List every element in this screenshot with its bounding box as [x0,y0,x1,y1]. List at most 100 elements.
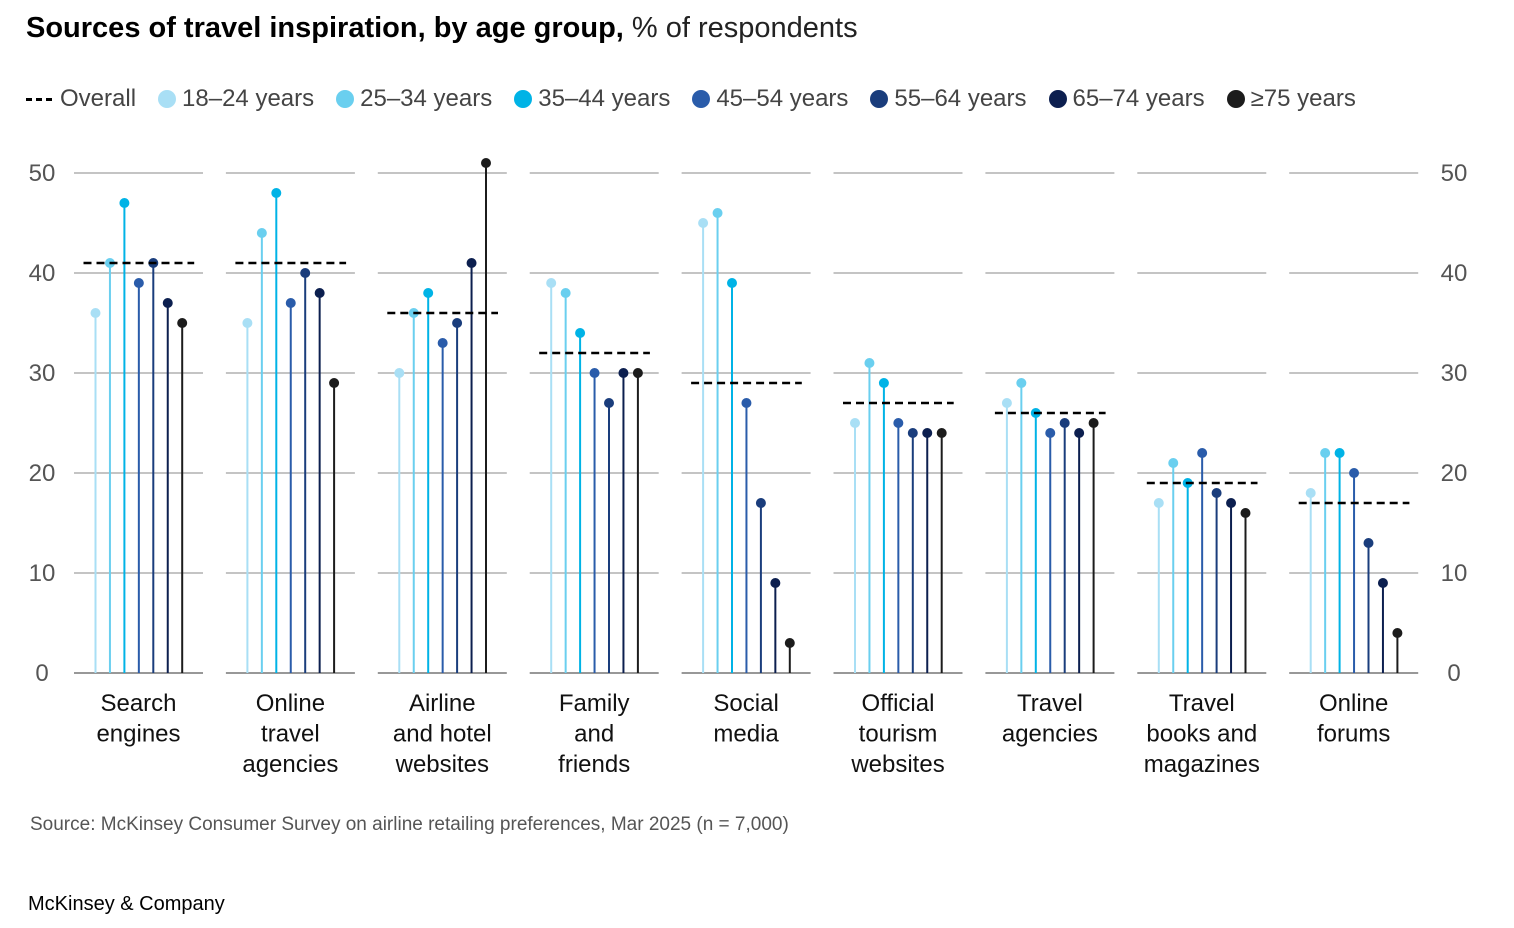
lollipop-point [741,398,752,408]
category-label: Online travel agencies [242,690,338,778]
lollipop-point [1363,538,1374,548]
y-tick-label-right: 10 [1441,560,1468,587]
category-label: Official tourism websites [850,690,944,778]
category-label-line: agencies [1002,721,1098,748]
lollipop-point [1153,498,1164,508]
legend-item-overall: Overall [26,85,136,113]
lollipop-point [300,268,311,278]
lollipop-point [242,318,253,328]
lollipop-point [133,278,144,288]
legend-dot-icon [1048,90,1067,108]
category-label: Travel agencies [1002,690,1098,748]
y-tick-label-right: 20 [1441,460,1468,487]
lollipop-point [394,368,405,378]
legend-dot-icon [870,90,889,108]
lollipop-point [1074,428,1085,438]
legend-label: ≥75 years [1250,85,1356,112]
legend-item-series: 25–34 years [336,85,492,113]
category-label-line: engines [96,721,180,748]
lollipop-point [698,218,709,228]
category-label-line: Family [559,690,630,717]
lollipop-point [119,198,130,208]
source-note: Source: McKinsey Consumer Survey on airl… [30,814,789,835]
y-tick-label-right: 0 [1447,660,1460,687]
lollipop-point [162,298,173,308]
brand-footer: McKinsey & Company [28,893,225,915]
lollipop-point [314,288,325,298]
lollipop-point [755,498,766,508]
lollipop-point [712,208,723,218]
lollipop-point [575,328,586,338]
category-label-line: media [713,721,779,748]
lollipop-point [1088,418,1099,428]
lollipop-point [878,378,889,388]
category-label-line: magazines [1144,751,1260,778]
lollipop-point [1392,628,1403,638]
category-label-line: forums [1317,721,1390,748]
legend-item-series: ≥75 years [1226,85,1356,113]
lollipop-point [1168,458,1179,468]
lollipop-point [727,278,737,288]
lollipop-point [329,378,340,388]
lollipop-point [632,368,643,378]
chart-title-main: Sources of travel inspiration, by age gr… [26,12,624,44]
lollipop-point [177,318,188,328]
legend-item-series: 35–44 years [514,85,670,113]
category-label: Online forums [1317,690,1390,748]
lollipop-point [90,308,101,318]
legend-label: 55–64 years [894,85,1027,112]
lollipop-point [589,368,600,378]
lollipop-point [936,428,947,438]
lollipop-point [452,318,463,328]
lollipop-point [784,638,795,648]
lollipop-point [1226,498,1237,508]
y-tick-label-right: 30 [1441,360,1468,387]
lollipop-point [1349,468,1360,478]
legend-item-series: 55–64 years [870,85,1027,113]
y-tick-label-left: 40 [29,260,56,287]
lollipop-point [546,278,557,288]
lollipop-point [1197,448,1208,458]
legend-item-series: 18–24 years [158,85,314,113]
lollipop-point [437,338,448,348]
legend-dot-icon [514,90,533,108]
category-label-line: Travel [1017,690,1083,717]
lollipop-point [1016,378,1027,388]
category-label: Search engines [96,690,180,748]
category-label-line: and [574,721,614,748]
legend-label: 25–34 years [360,85,493,112]
lollipop-point [604,398,614,408]
category-label: Family and friends [558,690,630,778]
category-label-line: and hotel [393,721,492,748]
lollipop-point [1211,488,1222,498]
category-label-line: Social [713,690,778,717]
lollipop-point [560,288,571,298]
lollipop-point [1045,428,1056,438]
lollipop-point [1377,578,1388,588]
legend-label: 35–44 years [538,85,671,112]
lollipop-chart: 0 0 10 10 20 20 30 30 40 40 50 50 Search engines Onlin… [29,158,1468,778]
category-label-line: Online [1319,690,1388,717]
lollipop-point [271,188,282,198]
lollipop-point [893,418,904,428]
category-label-line: agencies [242,751,338,778]
legend-dash-icon [26,97,52,101]
lollipop-point [1240,508,1251,518]
lollipop-point [850,418,860,428]
chart-title-unit: % of respondents [623,12,858,44]
lollipop-point [1059,418,1070,428]
legend-dot-icon [158,90,177,108]
category-label-line: Search [100,690,176,717]
lollipop-point [285,298,296,308]
category-label: Travel books and magazines [1144,690,1260,778]
legend-item-series: 65–74 years [1048,85,1205,113]
legend-label: 45–54 years [716,85,849,112]
category-label-line: websites [395,751,489,778]
category-label-line: tourism [859,721,938,748]
category-label-line: travel [261,721,320,748]
legend-label: 18–24 years [182,85,315,112]
category-label: Social media [713,690,779,748]
lollipop-point [922,428,933,438]
chart-title: Sources of travel inspiration, by age gr… [26,12,858,45]
category-label: Airline and hotel websites [393,690,492,778]
